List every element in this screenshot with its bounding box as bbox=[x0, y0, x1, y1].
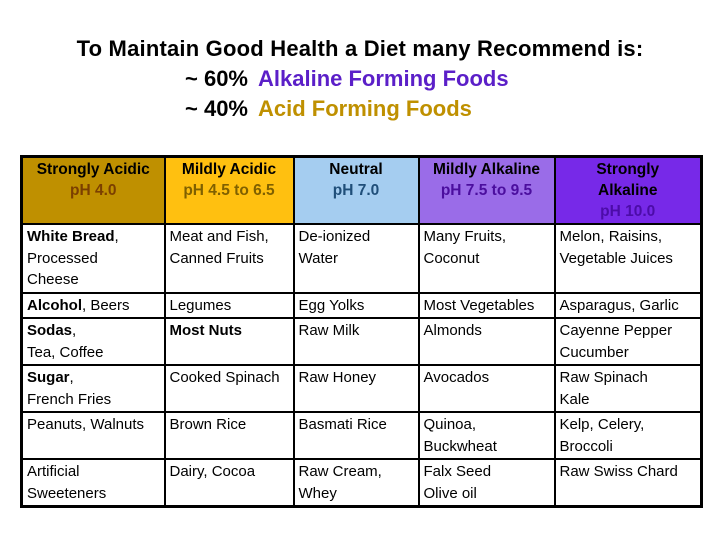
header-ph-range: pH 4.5 to 6.5 bbox=[183, 182, 275, 199]
food-cell: De-ionized Water bbox=[292, 223, 420, 294]
header-ph-range: pH 10.0 bbox=[600, 203, 656, 220]
food-cell: Asparagus, Garlic bbox=[553, 291, 703, 319]
food-cell: Most Nuts bbox=[163, 317, 295, 366]
food-text: , Tea, Coffee bbox=[27, 322, 104, 361]
food-text: Alcohol bbox=[27, 296, 82, 314]
food-cell: Raw Milk bbox=[292, 317, 420, 366]
food-cell: Peanuts, Walnuts bbox=[20, 411, 166, 460]
food-text: , French Fries bbox=[27, 369, 112, 408]
food-text: De-ionized Water bbox=[298, 228, 371, 267]
food-text: Melon, Raisins, Vegetable Juices bbox=[559, 228, 673, 267]
acid-percentage: ~ 40% bbox=[185, 96, 248, 121]
food-text: Quinoa, Buckwheat bbox=[423, 416, 497, 455]
food-cell: Sugar, French Fries bbox=[20, 364, 166, 413]
food-text: Peanuts, Walnuts bbox=[27, 416, 145, 433]
food-cell: Raw Swiss Chard bbox=[553, 458, 703, 508]
header-title: Strongly Acidic bbox=[36, 161, 150, 178]
table-row: White Bread, Processed Cheese Meat and Fi… bbox=[20, 223, 703, 294]
alkaline-percentage: ~ 60% bbox=[185, 66, 248, 91]
food-text: Raw Honey bbox=[298, 369, 377, 386]
header-ph-range: pH 4.0 bbox=[69, 182, 117, 199]
header-title: Mildly Alkaline bbox=[432, 161, 541, 178]
food-cell: Meat and Fish, Canned Fruits bbox=[163, 223, 295, 294]
food-text: Basmati Rice bbox=[298, 416, 387, 433]
header-title: Mildly Acidic bbox=[181, 161, 277, 178]
food-cell: Legumes bbox=[163, 291, 295, 319]
food-text: Egg Yolks bbox=[298, 296, 365, 314]
food-cell: Falx Seed Olive oil bbox=[417, 458, 556, 508]
food-cell: Basmati Rice bbox=[292, 411, 420, 460]
food-text: Sodas bbox=[27, 322, 73, 339]
header-cell: Strongly Alkaline pH 10.0 bbox=[553, 155, 703, 225]
title-line-acid: ~ 40% Acid Forming Foods bbox=[185, 94, 720, 124]
food-text: Raw Swiss Chard bbox=[559, 463, 678, 480]
food-cell: Dairy, Cocoa bbox=[163, 458, 295, 508]
food-cell: Egg Yolks bbox=[292, 291, 420, 319]
header-cell: Mildly Alkaline pH 7.5 to 9.5 bbox=[417, 155, 556, 225]
food-cell: Raw Honey bbox=[292, 364, 420, 413]
food-cell: Cayenne Pepper Cucumber bbox=[553, 317, 703, 366]
header-title: Neutral bbox=[329, 161, 383, 178]
food-text: , Beers bbox=[82, 296, 130, 314]
header-cell: Strongly Acidic pH 4.0 bbox=[20, 155, 166, 225]
food-cell: White Bread, Processed Cheese bbox=[20, 223, 166, 294]
acid-foods-label: Acid Forming Foods bbox=[258, 96, 472, 121]
food-text: Cayenne Pepper Cucumber bbox=[559, 322, 673, 361]
table-row: Peanuts, Walnuts Brown Rice Basmati Rice Qu… bbox=[20, 411, 703, 460]
food-text: Brown Rice bbox=[169, 416, 247, 433]
food-text: Many Fruits, Coconut bbox=[423, 228, 507, 267]
food-text: Meat and Fish, Canned Fruits bbox=[169, 228, 269, 267]
food-cell: Quinoa, Buckwheat bbox=[417, 411, 556, 460]
food-cell: Brown Rice bbox=[163, 411, 295, 460]
food-text: Dairy, Cocoa bbox=[169, 463, 256, 480]
food-text: Most Vegetables bbox=[423, 296, 535, 314]
food-text: Cooked Spinach bbox=[169, 369, 280, 386]
food-text: Raw Spinach Kale bbox=[559, 369, 648, 408]
food-cell: Many Fruits, Coconut bbox=[417, 223, 556, 294]
table-row: Alcohol, Beers Legumes Egg Yolks Most Veget… bbox=[20, 291, 703, 319]
food-text: Raw Milk bbox=[298, 322, 360, 339]
header-title: Strongly Alkaline bbox=[596, 161, 660, 199]
food-cell: Raw Cream, Whey bbox=[292, 458, 420, 508]
alkaline-foods-label: Alkaline Forming Foods bbox=[258, 66, 509, 91]
header-ph-range: pH 7.0 bbox=[332, 182, 380, 199]
food-text: Kelp, Celery, Broccoli bbox=[559, 416, 645, 455]
food-cell: Kelp, Celery, Broccoli bbox=[553, 411, 703, 460]
food-text: Avocados bbox=[423, 369, 490, 386]
table-row: Artificial Sweeteners Dairy, Cocoa Raw Cre… bbox=[20, 458, 703, 508]
food-cell: Alcohol, Beers bbox=[20, 291, 166, 319]
food-cell: Most Vegetables bbox=[417, 291, 556, 319]
title-block: To Maintain Good Health a Diet many Reco… bbox=[0, 0, 720, 124]
food-text: Almonds bbox=[423, 322, 482, 339]
table-row: Sodas, Tea, Coffee Most Nuts Raw Milk Almon… bbox=[20, 317, 703, 366]
header-row: Strongly Acidic pH 4.0 Mildly Acidic pH 4.5… bbox=[20, 155, 703, 225]
food-cell: Sodas, Tea, Coffee bbox=[20, 317, 166, 366]
header-cell: Mildly Acidic pH 4.5 to 6.5 bbox=[163, 155, 295, 225]
food-cell: Raw Spinach Kale bbox=[553, 364, 703, 413]
food-text: Legumes bbox=[169, 296, 232, 314]
food-cell: Melon, Raisins, Vegetable Juices bbox=[553, 223, 703, 294]
food-cell: Avocados bbox=[417, 364, 556, 413]
header-ph-range: pH 7.5 to 9.5 bbox=[440, 182, 533, 199]
ph-food-table: Strongly Acidic pH 4.0 Mildly Acidic pH 4.5… bbox=[20, 155, 703, 508]
food-text: Most Nuts bbox=[169, 322, 243, 339]
slide-title: To Maintain Good Health a Diet many Reco… bbox=[76, 36, 644, 61]
food-text: Falx Seed Olive oil bbox=[423, 463, 492, 502]
food-text: Artificial Sweeteners bbox=[27, 463, 107, 502]
food-text: , Processed Cheese bbox=[27, 228, 119, 288]
header-cell: Neutral pH 7.0 bbox=[292, 155, 420, 225]
food-cell: Cooked Spinach bbox=[163, 364, 295, 413]
table-row: Sugar, French Fries Cooked Spinach Raw Hon… bbox=[20, 364, 703, 413]
food-cell: Artificial Sweeteners bbox=[20, 458, 166, 508]
title-line-alkaline: ~ 60% Alkaline Forming Foods bbox=[185, 64, 720, 94]
food-text: Asparagus, Garlic bbox=[559, 296, 679, 314]
food-text: Sugar bbox=[27, 369, 70, 386]
food-text: Raw Cream, Whey bbox=[298, 463, 382, 502]
food-text: White Bread bbox=[27, 228, 115, 245]
food-cell: Almonds bbox=[417, 317, 556, 366]
